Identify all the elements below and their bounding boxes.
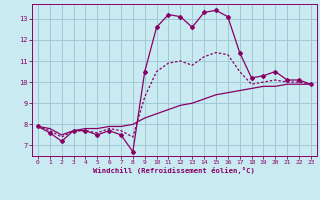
X-axis label: Windchill (Refroidissement éolien,°C): Windchill (Refroidissement éolien,°C) xyxy=(93,167,255,174)
